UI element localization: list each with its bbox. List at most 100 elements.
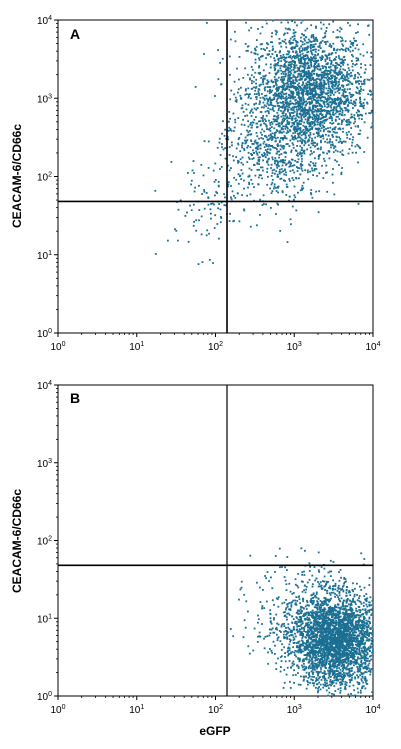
panel-b-event-dot	[356, 642, 359, 645]
panel-a-event-dot	[271, 132, 274, 135]
panel-a-event-dot	[286, 79, 289, 82]
panel-a-event-dot	[248, 183, 251, 186]
panel-a-event-dot	[329, 116, 332, 119]
panel-a-event-dot	[224, 128, 226, 131]
panel-b-event-dot	[348, 591, 350, 594]
panel-a-event-dot	[276, 105, 279, 107]
panel-a-event-dot	[301, 33, 303, 35]
panel-b-event-dot	[297, 667, 300, 670]
panel-a-event-dot	[254, 49, 257, 51]
panel-a-event-dot	[341, 37, 343, 40]
panel-a-event-dot	[301, 142, 303, 145]
panel-b-event-dot	[362, 643, 365, 645]
panel-a-event-dot	[306, 102, 309, 105]
panel-a-event-dot	[304, 141, 307, 144]
panel-b-event-dot	[347, 615, 349, 618]
panel-a-event-dot	[263, 140, 266, 143]
panel-a-event-dot	[340, 173, 343, 176]
panel-a-event-dot	[286, 105, 289, 108]
panel-b-event-dot	[337, 636, 339, 639]
panel-a-event-dot	[339, 26, 342, 29]
panel-b-event-dot	[332, 630, 335, 633]
panel-a-event-dot	[321, 84, 324, 87]
panel-b-points	[229, 547, 374, 697]
panel-a-event-dot	[266, 150, 269, 153]
panel-b-event-dot	[321, 654, 324, 656]
panel-b-event-dot	[297, 646, 299, 649]
panel-a-event-dot	[259, 144, 262, 147]
panel-a-event-dot	[310, 193, 313, 196]
panel-a-event-dot	[338, 57, 340, 59]
panel-a-event-dot	[343, 88, 346, 90]
panel-a-event-dot	[326, 40, 329, 43]
panel-a-event-dot	[288, 78, 291, 81]
panel-a-letter: A	[70, 26, 80, 42]
panel-a-event-dot	[208, 232, 210, 235]
panel-a-event-dot	[335, 82, 338, 85]
panel-b-event-dot	[313, 682, 316, 685]
panel-a-event-dot	[270, 35, 273, 38]
panel-a-event-dot	[342, 84, 345, 87]
panel-a-event-dot	[220, 201, 223, 204]
panel-a-event-dot	[251, 87, 254, 90]
panel-b-event-dot	[342, 613, 345, 615]
panel-b-event-dot	[359, 691, 362, 694]
panel-b-event-dot	[334, 665, 337, 668]
panel-a-event-dot	[298, 133, 301, 135]
panel-a-event-dot	[262, 106, 265, 109]
panel-a-event-dot	[285, 65, 287, 68]
panel-b-event-dot	[311, 574, 314, 577]
panel-a-event-dot	[278, 51, 281, 54]
panel-b-event-dot	[320, 648, 323, 650]
panel-a-event-dot	[284, 156, 287, 158]
panel-a-event-dot	[319, 105, 322, 107]
panel-a-event-dot	[296, 112, 298, 115]
panel-a-event-dot	[269, 63, 272, 66]
panel-b-event-dot	[308, 637, 311, 640]
panel-b-event-dot	[333, 625, 335, 628]
panel-b-event-dot	[371, 642, 374, 645]
panel-b-event-dot	[360, 659, 363, 662]
panel-a-event-dot	[277, 175, 279, 178]
panel-b-event-dot	[366, 637, 368, 639]
panel-a-event-dot	[237, 138, 240, 141]
panel-b-event-dot	[331, 636, 333, 639]
panel-b-event-dot	[344, 649, 346, 652]
panel-a-event-dot	[213, 227, 216, 229]
panel-b-event-dot	[316, 611, 318, 613]
panel-a-event-dot	[315, 61, 318, 64]
panel-a-event-dot	[285, 46, 288, 49]
panel-a-event-dot	[273, 64, 276, 67]
panel-a-event-dot	[282, 82, 285, 84]
panel-a-event-dot	[319, 125, 322, 127]
panel-a-event-dot	[257, 156, 260, 159]
panel-b-event-dot	[359, 637, 362, 639]
panel-a-event-dot	[272, 136, 274, 138]
panel-a-event-dot	[255, 132, 258, 134]
panel-a-event-dot	[250, 51, 253, 54]
panel-a-event-dot	[298, 98, 301, 101]
panel-a-event-dot	[256, 152, 258, 155]
panel-b-event-dot	[279, 656, 282, 659]
panel-a-event-dot	[291, 56, 294, 58]
panel-a-event-dot	[311, 90, 314, 92]
panel-a-event-dot	[305, 111, 308, 114]
panel-b-event-dot	[369, 596, 372, 599]
panel-a-event-dot	[327, 89, 329, 92]
panel-a-event-dot	[360, 80, 362, 83]
panel-a-event-dot	[251, 121, 254, 124]
panel-b-event-dot	[329, 637, 332, 639]
panel-a-event-dot	[296, 115, 299, 118]
panel-a-event-dot	[319, 120, 322, 123]
panel-a-event-dot	[346, 99, 349, 102]
panel-b-event-dot	[328, 592, 331, 595]
panel-a-event-dot	[263, 130, 266, 133]
panel-a-x-tick-label: 101	[129, 341, 144, 353]
panel-b-event-dot	[275, 668, 278, 670]
panel-a-event-dot	[331, 87, 334, 89]
panel-b-event-dot	[314, 662, 317, 665]
panel-b-event-dot	[347, 660, 350, 662]
panel-a-event-dot	[307, 65, 310, 67]
panel-a-event-dot	[309, 92, 311, 95]
panel-a-event-dot	[289, 165, 292, 168]
